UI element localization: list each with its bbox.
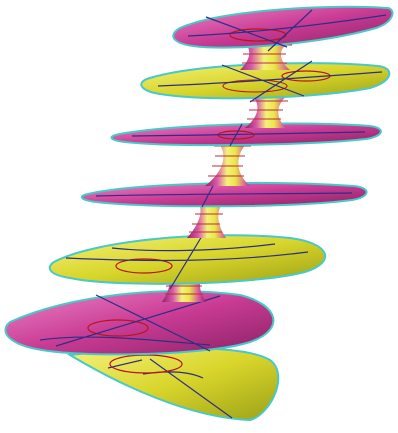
- surface-bottom-sheet: [66, 347, 280, 422]
- surface-layer-6: [4, 290, 275, 356]
- surface-layer-5: [48, 234, 327, 290]
- surface-neck-2: [245, 92, 292, 128]
- surface-layer-3: [110, 122, 382, 147]
- surface-layer-1: [172, 5, 394, 52]
